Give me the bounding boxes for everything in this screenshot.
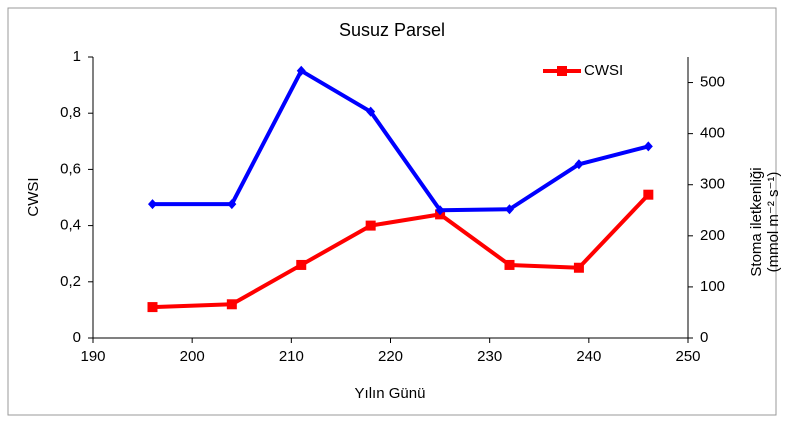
- chart-title: Susuz Parsel: [339, 20, 445, 40]
- y-tick-label: 0,6: [60, 160, 81, 177]
- y2-tick-label: 400: [700, 125, 725, 142]
- y-tick-label: 0,2: [60, 273, 81, 290]
- data-point: [296, 259, 307, 270]
- y2-tick-label: 0: [700, 329, 708, 346]
- data-point: [148, 199, 157, 210]
- chart-frame: [7, 7, 777, 416]
- data-point: [643, 189, 654, 200]
- y-tick-label: 1: [73, 48, 81, 65]
- x-tick-label: 250: [675, 348, 700, 365]
- y-tick-label: 0: [73, 329, 81, 346]
- data-point: [504, 259, 515, 270]
- data-point: [573, 262, 584, 273]
- data-point: [365, 220, 376, 231]
- data-point: [147, 302, 158, 313]
- data-point: [226, 299, 237, 310]
- data-point: [366, 106, 376, 117]
- x-tick-label: 210: [279, 348, 304, 365]
- y2-axis-title: Stoma iletkenliği: [748, 167, 765, 276]
- data-point: [435, 205, 445, 216]
- data-point: [227, 199, 237, 210]
- data-point: [574, 159, 584, 170]
- x-tick-label: 190: [80, 348, 105, 365]
- y2-axis-title: (mmol m⁻² s⁻¹): [765, 172, 782, 273]
- y-tick-label: 0,4: [60, 217, 81, 234]
- legend-marker: [557, 66, 567, 76]
- y2-tick-label: 300: [700, 176, 725, 193]
- y-axis-title: CWSI: [25, 177, 42, 216]
- y2-tick-label: 100: [700, 278, 725, 295]
- y-tick-label: 0,8: [60, 104, 81, 121]
- data-point: [296, 65, 306, 76]
- x-tick-label: 230: [477, 348, 502, 365]
- y2-tick-label: 500: [700, 74, 725, 91]
- y2-tick-label: 200: [700, 227, 725, 244]
- x-tick-label: 240: [576, 348, 601, 365]
- data-point: [643, 141, 653, 152]
- series-line: [152, 193, 650, 310]
- legend-label: CWSI: [584, 62, 623, 79]
- x-tick-label: 220: [378, 348, 403, 365]
- x-tick-label: 200: [180, 348, 205, 365]
- x-axis-title: Yılın Günü: [355, 385, 426, 402]
- data-point: [505, 204, 514, 215]
- series-line: [152, 68, 649, 213]
